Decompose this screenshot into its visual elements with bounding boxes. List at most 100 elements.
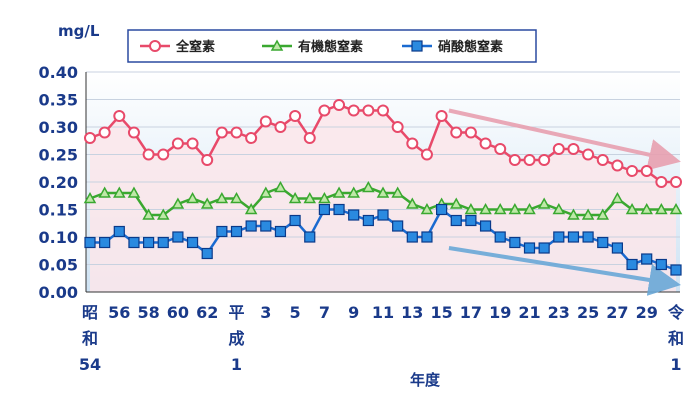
data-point <box>347 104 360 117</box>
data-point <box>99 236 111 249</box>
data-point <box>333 99 346 111</box>
x-tick-label: 1 <box>231 355 242 374</box>
x-tick-label: 11 <box>372 303 394 322</box>
data-point <box>464 126 477 139</box>
x-tick-label: 5 <box>290 303 301 322</box>
legend-label: 有機態窒素 <box>298 39 363 55</box>
x-tick-label: 60 <box>167 303 189 322</box>
legend-label: 全窒素 <box>175 39 215 55</box>
data-point <box>581 208 595 220</box>
y-tick-label: 0.05 <box>39 256 78 275</box>
data-point <box>552 202 566 215</box>
x-tick-label: 19 <box>489 303 511 322</box>
data-point <box>303 191 317 204</box>
data-point <box>215 126 228 139</box>
data-point <box>216 225 228 238</box>
x-tick-label: 15 <box>430 303 452 322</box>
x-tick-label: 54 <box>79 355 101 374</box>
data-point <box>523 202 536 215</box>
data-point <box>377 209 389 221</box>
data-point <box>215 191 229 204</box>
y-tick-label: 0.30 <box>39 118 78 137</box>
data-point <box>245 132 258 144</box>
x-tick-label: 25 <box>577 303 599 322</box>
data-point <box>523 154 536 166</box>
x-tick-label: 和 <box>668 329 684 348</box>
data-point <box>465 214 477 227</box>
data-point <box>288 191 302 204</box>
x-tick-label: 13 <box>401 303 423 322</box>
legend-label: 硝酸態窒素 <box>438 39 503 55</box>
data-point <box>670 176 682 188</box>
data-point <box>376 186 390 198</box>
data-point <box>289 214 301 227</box>
data-point <box>611 242 624 254</box>
x-tick-label: 62 <box>196 303 218 322</box>
data-point <box>508 154 521 166</box>
data-point <box>259 186 273 198</box>
data-point <box>332 186 346 198</box>
data-point <box>640 165 653 177</box>
data-point <box>449 197 463 209</box>
data-point <box>377 104 389 117</box>
data-point <box>626 165 639 177</box>
data-point <box>186 236 199 249</box>
data-point <box>230 126 243 139</box>
x-tick-label: 56 <box>108 303 130 322</box>
legend: 全窒素 有機態窒素 硝酸態窒素 <box>127 29 537 63</box>
x-tick-label: 7 <box>319 303 330 322</box>
data-point <box>186 137 199 150</box>
legend-box <box>127 29 537 63</box>
y-tick-label: 0.15 <box>39 201 78 220</box>
data-point <box>538 154 551 166</box>
data-point <box>362 214 374 227</box>
data-point <box>670 264 682 276</box>
data-point <box>464 202 478 215</box>
data-point <box>348 209 360 221</box>
x-tick-label: 成 <box>228 329 244 348</box>
data-point <box>479 220 492 232</box>
data-point <box>538 242 550 254</box>
x-tick-label: 27 <box>606 303 628 322</box>
data-point <box>406 137 419 150</box>
data-point <box>655 258 667 271</box>
data-point <box>420 202 434 215</box>
data-point <box>406 231 418 243</box>
data-point <box>127 126 140 139</box>
data-point <box>303 132 316 144</box>
x-tick-label: 3 <box>260 303 271 322</box>
y-tick-label: 0.25 <box>39 146 78 165</box>
data-point <box>596 208 610 220</box>
trend-arrow <box>448 246 681 296</box>
legend-marker <box>411 40 423 52</box>
data-point <box>127 186 141 198</box>
data-point <box>552 143 565 155</box>
x-tick-label: 21 <box>518 303 540 322</box>
data-point <box>333 203 345 216</box>
data-point <box>362 104 375 117</box>
legend-marker <box>270 39 284 51</box>
data-point <box>641 253 653 265</box>
data-point <box>245 220 257 232</box>
y-tick-label: 0.35 <box>39 91 78 110</box>
data-point <box>157 148 170 161</box>
data-point <box>391 186 404 198</box>
data-point <box>143 236 155 249</box>
y-axis-label: mg/L <box>58 22 100 40</box>
data-point <box>200 197 214 209</box>
data-point <box>582 148 595 161</box>
data-point <box>156 208 170 220</box>
data-point <box>289 110 302 122</box>
data-point <box>626 258 638 271</box>
data-point <box>392 220 404 232</box>
y-tick-label: 0.10 <box>39 228 78 247</box>
x-axis-label: 年度 <box>410 371 441 389</box>
x-tick-label: 平 <box>228 303 244 322</box>
x-tick-label: 令 <box>667 303 685 322</box>
data-point <box>655 176 668 188</box>
data-point <box>318 191 331 204</box>
data-point <box>304 231 316 243</box>
x-tick-label: 1 <box>670 355 681 374</box>
data-point <box>230 191 243 204</box>
